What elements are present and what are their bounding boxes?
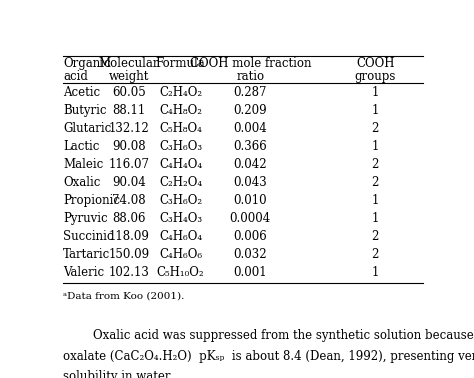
Text: Propionic: Propionic — [63, 194, 120, 207]
Text: Butyric: Butyric — [63, 104, 107, 116]
Text: 2: 2 — [372, 176, 379, 189]
Text: Maleic: Maleic — [63, 158, 103, 171]
Text: 0.0004: 0.0004 — [229, 212, 271, 225]
Text: 2: 2 — [372, 230, 379, 243]
Text: 0.042: 0.042 — [234, 158, 267, 171]
Text: Oxalic acid was suppressed from the synthetic solution because calcium: Oxalic acid was suppressed from the synt… — [63, 329, 474, 342]
Text: 88.11: 88.11 — [112, 104, 146, 116]
Text: 0.032: 0.032 — [234, 248, 267, 261]
Text: C₄H₈O₂: C₄H₈O₂ — [159, 104, 202, 116]
Text: C₃H₆O₂: C₃H₆O₂ — [159, 194, 202, 207]
Text: groups: groups — [355, 70, 396, 83]
Text: 0.010: 0.010 — [234, 194, 267, 207]
Text: Acetic: Acetic — [63, 85, 100, 99]
Text: 1: 1 — [372, 212, 379, 225]
Text: Valeric: Valeric — [63, 266, 104, 279]
Text: C₄H₄O₄: C₄H₄O₄ — [159, 158, 202, 171]
Text: C₃H₆O₃: C₃H₆O₃ — [159, 139, 202, 153]
Text: Pyruvic: Pyruvic — [63, 212, 108, 225]
Text: C₂H₂O₄: C₂H₂O₄ — [159, 176, 202, 189]
Text: 1: 1 — [372, 139, 379, 153]
Text: Lactic: Lactic — [63, 139, 99, 153]
Text: 1: 1 — [372, 194, 379, 207]
Text: 0.001: 0.001 — [234, 266, 267, 279]
Text: oxalate (CaC₂O₄.H₂O)  pKₛₚ  is about 8.4 (Dean, 1992), presenting very low: oxalate (CaC₂O₄.H₂O) pKₛₚ is about 8.4 (… — [63, 350, 474, 363]
Text: 1: 1 — [372, 104, 379, 116]
Text: Oxalic: Oxalic — [63, 176, 100, 189]
Text: COOH: COOH — [356, 57, 394, 70]
Text: C₂H₄O₂: C₂H₄O₂ — [159, 85, 202, 99]
Text: 1: 1 — [372, 266, 379, 279]
Text: 0.006: 0.006 — [233, 230, 267, 243]
Text: 118.09: 118.09 — [109, 230, 149, 243]
Text: weight: weight — [109, 70, 149, 83]
Text: Formula: Formula — [155, 57, 205, 70]
Text: 0.004: 0.004 — [233, 122, 267, 135]
Text: ᵃData from Koo (2001).: ᵃData from Koo (2001). — [63, 291, 184, 300]
Text: 1: 1 — [372, 85, 379, 99]
Text: Organic: Organic — [63, 57, 110, 70]
Text: 2: 2 — [372, 248, 379, 261]
Text: 132.12: 132.12 — [109, 122, 149, 135]
Text: COOH mole fraction: COOH mole fraction — [190, 57, 311, 70]
Text: C₄H₆O₄: C₄H₆O₄ — [159, 230, 202, 243]
Text: 150.09: 150.09 — [109, 248, 150, 261]
Text: acid: acid — [63, 70, 88, 83]
Text: 88.06: 88.06 — [112, 212, 146, 225]
Text: 0.209: 0.209 — [234, 104, 267, 116]
Text: solubility in water.: solubility in water. — [63, 370, 173, 378]
Text: 90.04: 90.04 — [112, 176, 146, 189]
Text: C₅H₈O₄: C₅H₈O₄ — [159, 122, 202, 135]
Text: 102.13: 102.13 — [109, 266, 149, 279]
Text: 116.07: 116.07 — [109, 158, 149, 171]
Text: C₄H₆O₆: C₄H₆O₆ — [159, 248, 202, 261]
Text: Succinic: Succinic — [63, 230, 113, 243]
Text: C₅H₁₀O₂: C₅H₁₀O₂ — [157, 266, 204, 279]
Text: Glutaric: Glutaric — [63, 122, 111, 135]
Text: 60.05: 60.05 — [112, 85, 146, 99]
Text: Tartaric: Tartaric — [63, 248, 110, 261]
Text: 0.366: 0.366 — [233, 139, 267, 153]
Text: Molecular: Molecular — [99, 57, 159, 70]
Text: ratio: ratio — [236, 70, 264, 83]
Text: 2: 2 — [372, 158, 379, 171]
Text: 0.043: 0.043 — [233, 176, 267, 189]
Text: C₃H₄O₃: C₃H₄O₃ — [159, 212, 202, 225]
Text: 74.08: 74.08 — [112, 194, 146, 207]
Text: 2: 2 — [372, 122, 379, 135]
Text: 90.08: 90.08 — [112, 139, 146, 153]
Text: 0.287: 0.287 — [234, 85, 267, 99]
